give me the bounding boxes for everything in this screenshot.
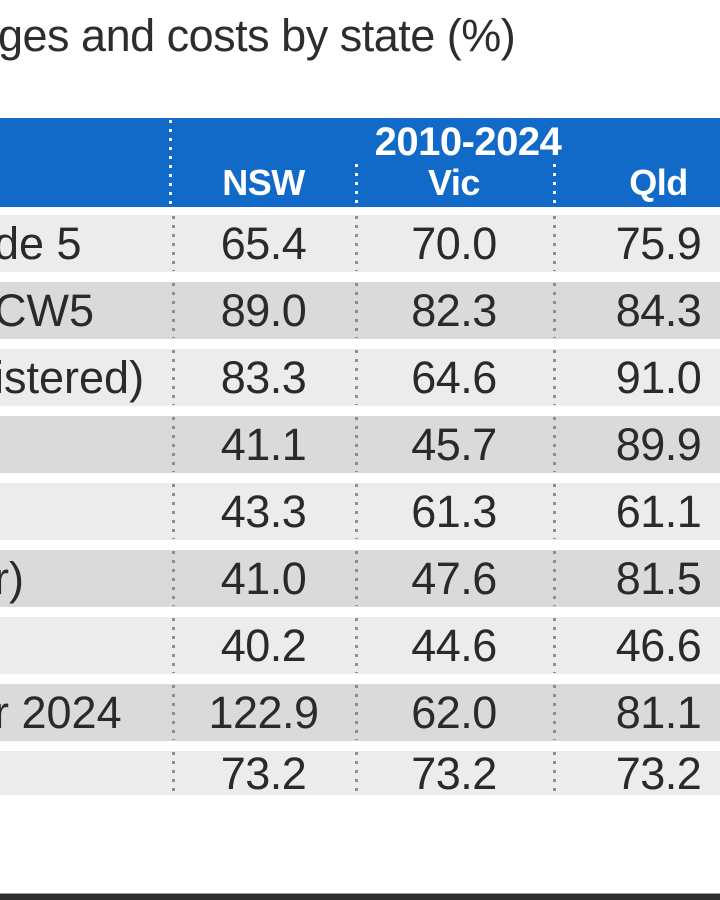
table-row: r 2024 122.9 62.0 81.1 <box>0 684 720 741</box>
cell-qld: 84.3 <box>553 282 720 339</box>
bottom-rule <box>0 893 720 900</box>
header-period-group: 2010-2024 NSW Vic Qld <box>172 118 720 207</box>
table-row: de 5 65.4 70.0 75.9 <box>0 215 720 272</box>
cell-nsw: 40.2 <box>172 617 355 674</box>
cell-vic: 61.3 <box>355 483 553 540</box>
cell-nsw: 122.9 <box>172 684 355 741</box>
col-header-vic: Vic <box>355 162 553 207</box>
cell-vic: 64.6 <box>355 349 553 406</box>
table-row: 41.1 45.7 89.9 <box>0 416 720 473</box>
table-row: CW5 89.0 82.3 84.3 <box>0 282 720 339</box>
state-column-headers: NSW Vic Qld <box>172 162 720 207</box>
row-label: CW5 <box>0 285 94 336</box>
col-header-nsw: NSW <box>222 162 305 203</box>
header-label-spacer <box>0 118 172 207</box>
row-label <box>0 617 172 674</box>
table-body: de 5 65.4 70.0 75.9 CW5 89.0 82.3 84.3 i… <box>0 215 720 797</box>
row-label: de 5 <box>0 218 82 269</box>
table-row: istered) 83.3 64.6 91.0 <box>0 349 720 406</box>
row-label: r 2024 <box>0 687 122 738</box>
data-table: 2010-2024 NSW Vic Qld de 5 65.4 70.0 75.… <box>0 118 720 797</box>
row-label <box>0 483 172 540</box>
cell-qld: 81.1 <box>553 684 720 741</box>
page-title: ges and costs by state (%) <box>0 10 516 61</box>
cell-qld: 91.0 <box>553 349 720 406</box>
cell-qld: 81.5 <box>553 550 720 607</box>
cell-qld: 75.9 <box>553 215 720 272</box>
cell-vic: 44.6 <box>355 617 553 674</box>
cell-vic: 62.0 <box>355 684 553 741</box>
cell-vic: 45.7 <box>355 416 553 473</box>
cell-nsw: 41.0 <box>172 550 355 607</box>
table-row: 40.2 44.6 46.6 <box>0 617 720 674</box>
col-header-qld: Qld <box>553 162 720 207</box>
cell-qld: 73.2 <box>553 751 720 797</box>
cell-vic: 82.3 <box>355 282 553 339</box>
cell-nsw: 65.4 <box>172 215 355 272</box>
cell-nsw: 89.0 <box>172 282 355 339</box>
cell-vic: 70.0 <box>355 215 553 272</box>
cell-vic: 73.2 <box>355 751 553 797</box>
cell-nsw: 43.3 <box>172 483 355 540</box>
period-header: 2010-2024 <box>374 120 562 164</box>
cell-qld: 61.1 <box>553 483 720 540</box>
table-row: 73.2 73.2 73.2 <box>0 751 720 797</box>
row-label <box>0 416 172 473</box>
table-row: r) 41.0 47.6 81.5 <box>0 550 720 607</box>
cell-nsw: 83.3 <box>172 349 355 406</box>
row-label: r) <box>0 553 24 604</box>
table-row: 43.3 61.3 61.1 <box>0 483 720 540</box>
cell-qld: 46.6 <box>553 617 720 674</box>
cell-nsw: 41.1 <box>172 416 355 473</box>
row-label: istered) <box>0 352 145 403</box>
cell-vic: 47.6 <box>355 550 553 607</box>
cell-qld: 89.9 <box>553 416 720 473</box>
cell-nsw: 73.2 <box>172 751 355 797</box>
table-header: 2010-2024 NSW Vic Qld <box>0 118 720 207</box>
row-label <box>0 751 172 795</box>
